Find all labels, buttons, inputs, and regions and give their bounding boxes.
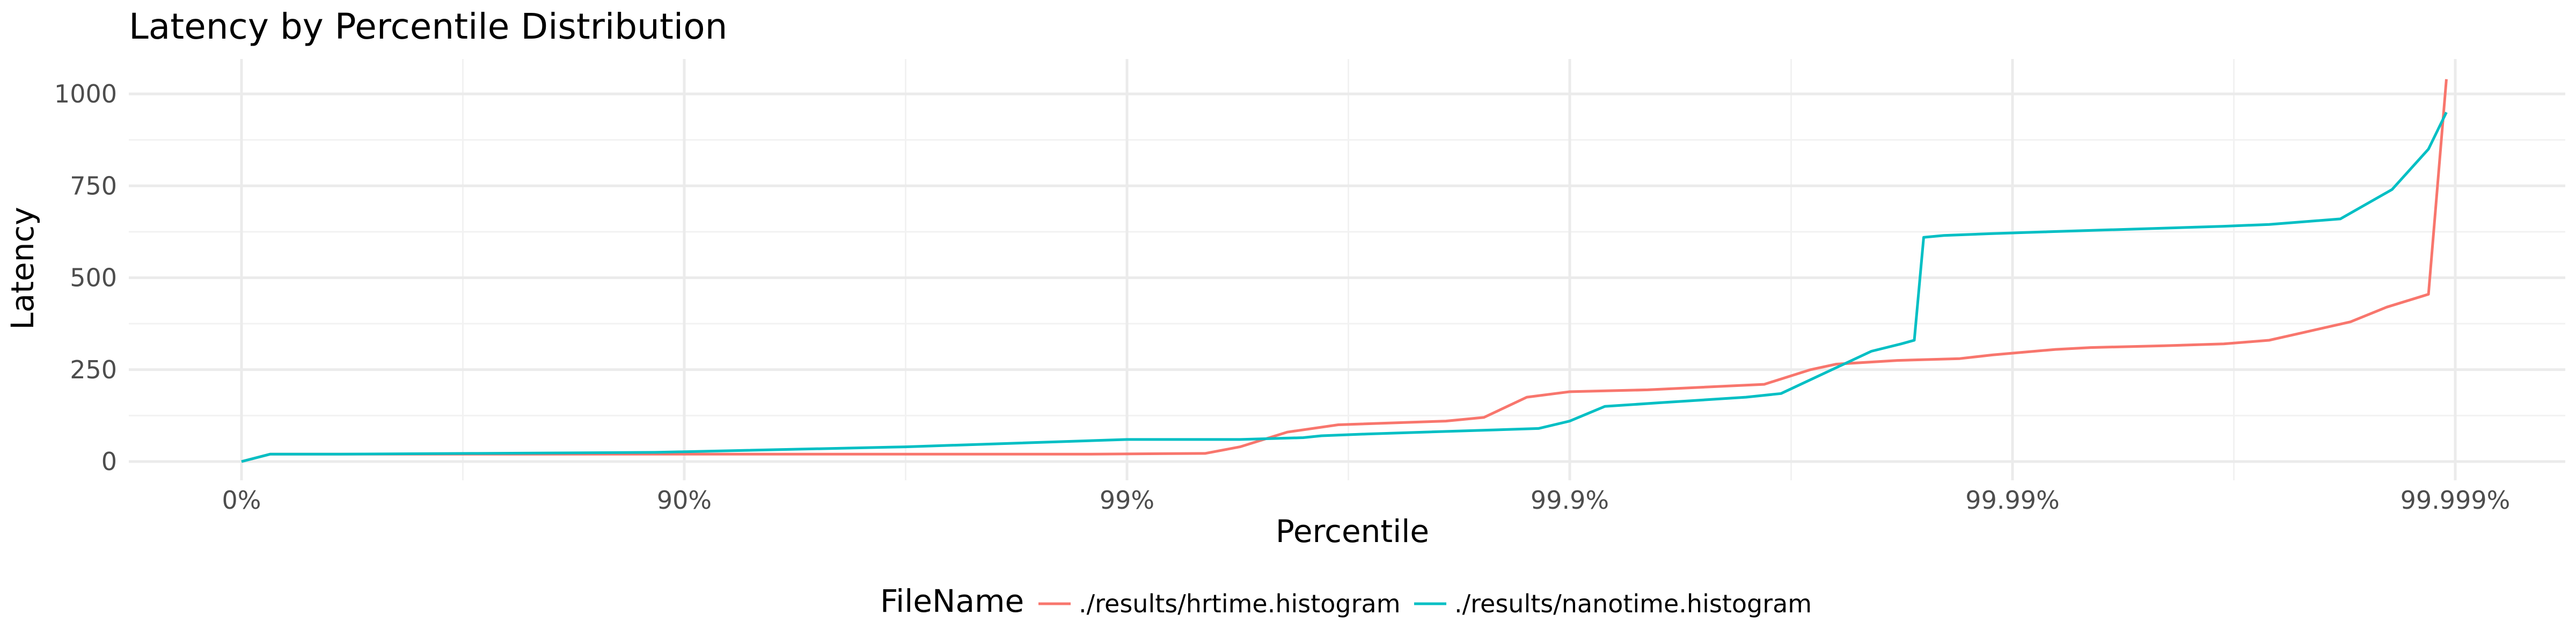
- x-tick-label: 99.99%: [1965, 486, 2059, 515]
- grid-major: [129, 59, 2565, 480]
- legend-items: ./results/hrtime.histogram ./results/nano…: [1038, 589, 1812, 618]
- x-axis-title: Percentile: [1276, 513, 1429, 550]
- chart-title: Latency by Percentile Distribution: [129, 6, 727, 47]
- x-tick-label: 99.9%: [1531, 486, 1609, 515]
- legend-title: FileName: [880, 583, 1024, 619]
- y-tick-label: 750: [70, 171, 117, 200]
- x-tick-label: 0%: [222, 486, 261, 515]
- y-tick-label: 250: [70, 355, 117, 384]
- x-tick-label: 99.999%: [2401, 486, 2511, 515]
- x-axis-ticks: 0% 90% 99% 99.9% 99.99% 99.999%: [222, 486, 2511, 515]
- x-tick-label: 90%: [657, 486, 712, 515]
- grid-minor: [129, 59, 2565, 480]
- series-line-nanotime: [241, 112, 2448, 463]
- series-line-hrtime: [241, 79, 2448, 463]
- y-axis-ticks: 0 250 500 750 1000: [54, 79, 117, 476]
- legend-label-nanotime: ./results/nanotime.histogram: [1454, 589, 1812, 618]
- x-tick-label: 99%: [1100, 486, 1154, 515]
- legend: FileName ./results/hrtime.histogram ./res…: [880, 583, 1812, 619]
- y-tick-label: 500: [70, 264, 117, 292]
- y-axis-title: Latency: [4, 207, 41, 330]
- series-layer: [241, 79, 2448, 463]
- y-tick-label: 1000: [54, 79, 117, 108]
- y-tick-label: 0: [101, 447, 117, 476]
- legend-label-hrtime: ./results/hrtime.histogram: [1079, 589, 1401, 618]
